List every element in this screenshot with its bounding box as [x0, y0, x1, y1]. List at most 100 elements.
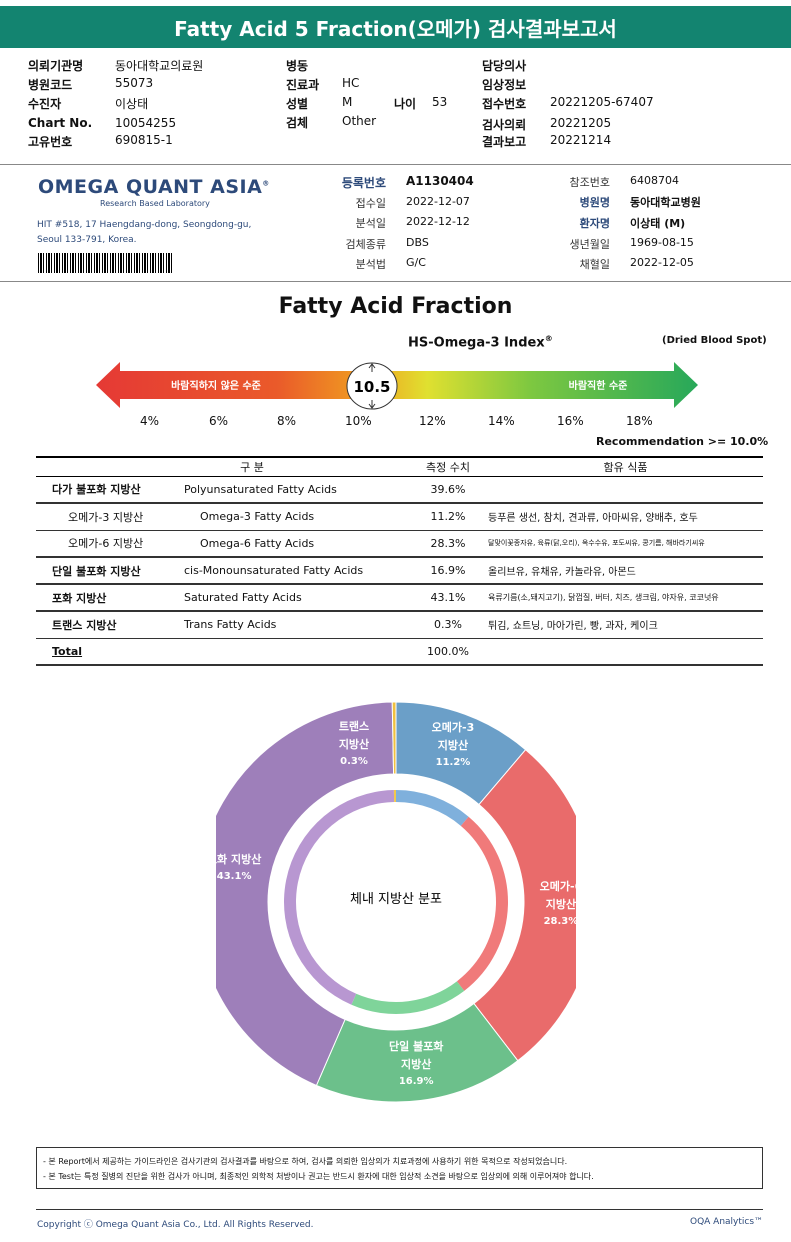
lab-logo: OMEGA QUANT ASIA® — [38, 176, 270, 198]
age-label: 나이 — [394, 97, 417, 111]
sex-label: 성별 — [286, 97, 309, 111]
row-foods: 올리브유, 유채유, 카놀라유, 아몬드 — [488, 567, 636, 578]
donut-slice-label: 단일 불포화 지방산 16.9% — [389, 1039, 443, 1087]
donut-slice-label: 트랜스 지방산 0.3% — [339, 719, 369, 767]
analyzed-label: 분석일 — [355, 217, 386, 230]
chart-value: 10054255 — [115, 116, 177, 130]
row-foods: 달맞이꽃종자유, 육류(닭,오리), 옥수수유, 포도씨유, 콩기름, 해바라기… — [488, 539, 705, 548]
collected-value: 2022-12-05 — [630, 256, 694, 269]
received-value: 2022-12-07 — [406, 195, 470, 208]
unique-value: 690815-1 — [115, 133, 173, 147]
request-value: 20221205 — [550, 116, 612, 130]
row-value: 11.2% — [430, 510, 466, 524]
row-foods — [488, 476, 763, 503]
ward-label: 병동 — [286, 59, 309, 73]
good-level-label: 바람직한 수준 — [569, 379, 628, 392]
fraction-table: 구 분 측정 수치 함유 식품 다가 불포화 지방산 Polyunsaturat… — [36, 456, 763, 666]
total-value: 100.0% — [427, 644, 469, 658]
row-name-kr: 오메가-6 지방산 — [68, 537, 144, 551]
table-row: 단일 불포화 지방산 cis-Monounsaturated Fatty Aci… — [36, 557, 763, 584]
recipient-label: 수진자 — [28, 97, 62, 111]
recommendation: Recommendation >= 10.0% — [596, 435, 769, 448]
report-title: Fatty Acid 5 Fraction(오메가) 검사결과보고서 — [0, 6, 791, 48]
hospital-name-label: 병원명 — [579, 196, 610, 209]
specimen-value: Other — [342, 114, 377, 128]
scale-tick: 6% — [209, 414, 229, 428]
header-foods: 함유 식품 — [488, 456, 763, 477]
donut-slice-inner — [284, 790, 395, 1005]
lab-name: OMEGA QUANT ASIA — [38, 176, 263, 198]
row-value: 43.1% — [430, 591, 466, 604]
analyzed-value: 2022-12-12 — [406, 215, 470, 228]
index-scale: 바람직하지 않은 수준 바람직한 수준 10.5 — [96, 362, 698, 410]
table-header: 구 분 측정 수치 함유 식품 — [36, 456, 763, 477]
copyright: Copyright ⓒ Omega Quant Asia Co., Ltd. A… — [37, 1220, 314, 1230]
method-label: 분석법 — [355, 258, 386, 271]
row-foods: 등푸른 생선, 참치, 견과류, 아마씨유, 양배추, 호두 — [488, 513, 698, 525]
specimen-label: 검체 — [286, 116, 309, 130]
clinical-label: 임상정보 — [482, 78, 527, 92]
table-row: 다가 불포화 지방산 Polyunsaturated Fatty Acids 3… — [36, 476, 763, 503]
hospital-code-label: 병원코드 — [28, 78, 73, 92]
row-value: 0.3% — [434, 618, 462, 632]
hospital-code-value: 55073 — [115, 76, 154, 90]
institution-value: 동아대학교의료원 — [115, 59, 204, 73]
patient-name-label: 환자명 — [579, 217, 610, 230]
index-title-text: HS-Omega-3 Index — [408, 335, 545, 351]
lab-subtitle: Research Based Laboratory — [100, 199, 210, 208]
chart-label: Chart No. — [28, 116, 93, 130]
patient-name-value: 이상태 (M) — [630, 217, 686, 230]
lab-address-2: Seoul 133-791, Korea. — [37, 235, 137, 245]
donut-slice-inner — [456, 816, 508, 991]
dept-label: 진료과 — [286, 78, 320, 92]
table-row: 오메가-6 지방산 Omega-6 Fatty Acids 28.3% 달맞이꽃… — [36, 530, 763, 557]
index-title-mark: ® — [544, 334, 553, 343]
donut-slice-outer — [473, 748, 576, 1062]
disclaimer-box: - 본 Report에서 제공하는 가이드라인은 검사기관의 검사결과를 바탕으… — [36, 1147, 763, 1189]
barcode — [38, 253, 174, 273]
scale-tick: 10% — [345, 414, 372, 428]
row-name-en: Polyunsaturated Fatty Acids — [184, 482, 337, 496]
sample-type-value: DBS — [406, 236, 429, 249]
dob-value: 1969-08-15 — [630, 236, 694, 249]
donut-slice-outer — [391, 701, 397, 775]
received-label: 접수일 — [355, 197, 386, 210]
receipt-no-value: 20221205-67407 — [550, 95, 654, 109]
table-total-row: Total 100.0% — [36, 638, 763, 665]
unique-label: 고유번호 — [28, 135, 73, 149]
table-row: 트랜스 지방산 Trans Fatty Acids 0.3% 튀김, 쇼트닝, … — [36, 611, 763, 638]
receipt-no-label: 접수번호 — [482, 97, 527, 111]
scale-tick: 16% — [557, 414, 584, 428]
divider — [0, 281, 791, 282]
row-foods: 육류기름(소,돼지고기), 닭껍질, 버터, 치즈, 생크림, 야자유, 코코넛… — [488, 593, 719, 602]
donut-slice-inner — [351, 981, 465, 1014]
dept-value: HC — [342, 76, 360, 90]
lab-address-1: HIT #518, 17 Haengdang-dong, Seongdong-g… — [37, 220, 252, 230]
header-value: 측정 수치 — [408, 456, 488, 477]
row-name-en: Omega-3 Fatty Acids — [200, 510, 315, 524]
row-value: 16.9% — [430, 564, 466, 577]
dob-label: 생년월일 — [569, 238, 610, 251]
footer-brand: OQA Analytics™ — [690, 1217, 764, 1227]
row-name-kr: 오메가-3 지방산 — [68, 510, 144, 524]
row-foods: 튀김, 쇼트닝, 마아가린, 빵, 과자, 케이크 — [488, 621, 658, 633]
hospital-name-value: 동아대학교병원 — [630, 196, 701, 209]
index-value: 10.5 — [353, 378, 390, 396]
disclaimer-line: - 본 Report에서 제공하는 가이드라인은 검사기관의 검사결과를 바탕으… — [43, 1157, 568, 1166]
sample-type-note: (Dried Blood Spot) — [662, 335, 767, 346]
recipient-value: 이상태 — [115, 97, 149, 111]
donut-slice-label: 오메가-3 지방산 11.2% — [432, 720, 475, 768]
row-name-kr: 포화 지방산 — [52, 591, 107, 605]
sex-value: M — [342, 95, 353, 109]
chart-title: 체내 지방산 분포 — [350, 892, 442, 907]
disclaimer-line: - 본 Test는 특정 질병의 진단을 위한 검사가 아니며, 최종적인 의학… — [43, 1172, 594, 1181]
divider — [36, 1209, 763, 1210]
row-value: 39.6% — [430, 482, 466, 496]
reg-no-label: 등록번호 — [341, 176, 386, 190]
table-row: 오메가-3 지방산 Omega-3 Fatty Acids 11.2% 등푸른 … — [36, 503, 763, 530]
ref-no-value: 6408704 — [630, 174, 679, 187]
row-name-kr: 트랜스 지방산 — [52, 618, 117, 632]
row-name-en: Saturated Fatty Acids — [184, 591, 302, 604]
